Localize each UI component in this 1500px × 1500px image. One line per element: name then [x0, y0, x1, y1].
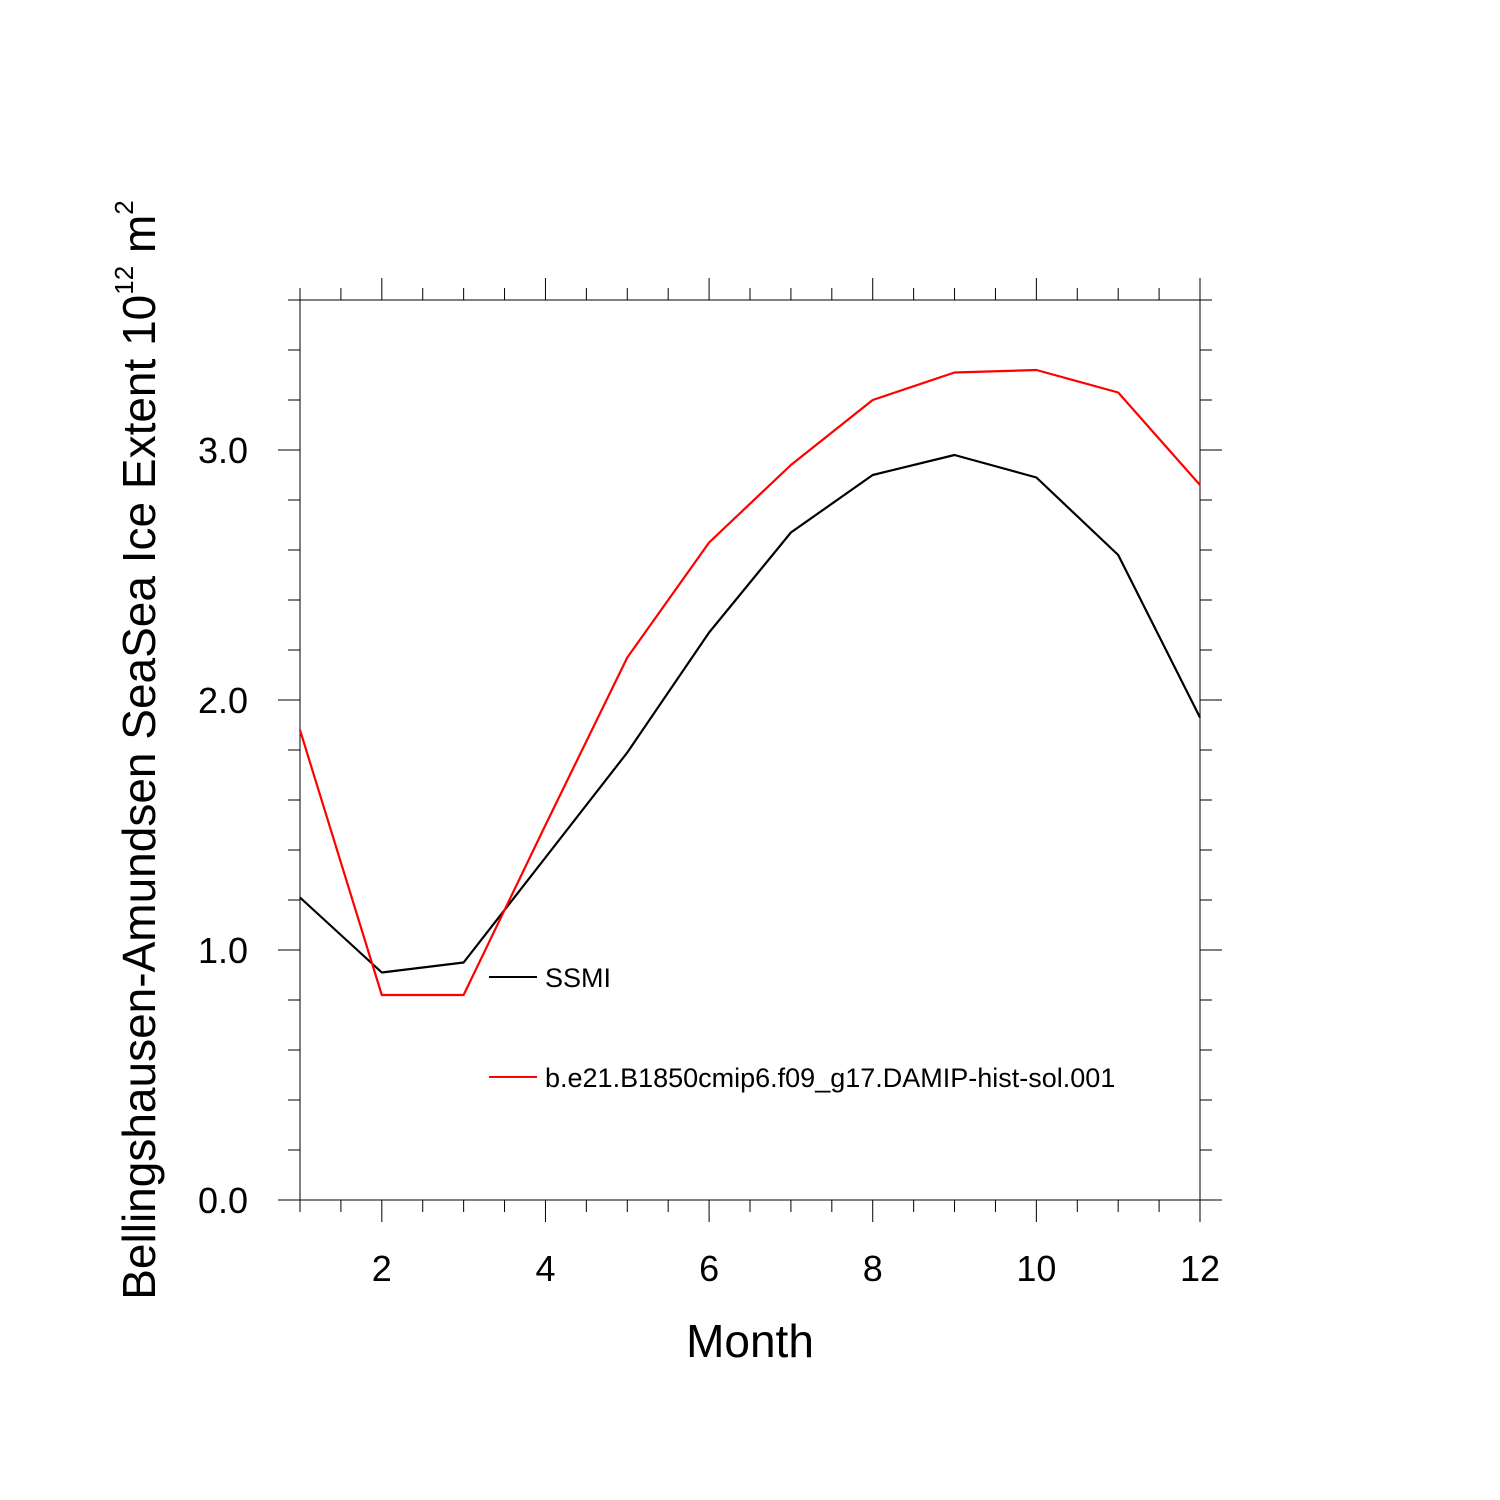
x-tick-label: 10: [1016, 1248, 1056, 1289]
x-tick-label: 2: [372, 1248, 392, 1289]
legend-item-ssmi: SSMI: [489, 963, 611, 993]
minor-ticks: [288, 288, 1212, 1212]
x-tick-label: 6: [699, 1248, 719, 1289]
y-axis-title: Bellingshausen-Amundsen SeaSea Ice Exten…: [109, 200, 165, 1300]
y-axis-title-main: Bellingshausen-Amundsen SeaSea Ice Exten…: [113, 295, 165, 1300]
y-tick-label: 0.0: [198, 1180, 248, 1221]
x-tick-label: 4: [535, 1248, 555, 1289]
legend-label-model: b.e21.B1850cmip6.f09_g17.DAMIP-hist-sol.…: [545, 1063, 1115, 1093]
major-ticks: [278, 278, 1222, 1222]
x-axis-title: Month: [686, 1315, 814, 1367]
plot-frame: [299, 299, 1201, 1201]
legend: SSMI b.e21.B1850cmip6.f09_g17.DAMIP-hist…: [489, 963, 1115, 1093]
series-lines: [298, 368, 1201, 997]
y-tick-label: 2.0: [198, 680, 248, 721]
legend-label-ssmi: SSMI: [545, 963, 611, 993]
series-line-ssmi: [299, 453, 1201, 974]
y-tick-label: 1.0: [198, 930, 248, 971]
series-line-model: [298, 368, 1201, 997]
y-axis-title-exponent: 12: [109, 266, 139, 295]
y-axis-title-unit: m: [113, 215, 165, 266]
x-tick-label: 12: [1180, 1248, 1220, 1289]
tick-labels: 2 4 6 8 10 12 0.0 1.0 2.0 3.0: [198, 430, 1220, 1289]
y-axis-title-unit-exponent: 2: [109, 200, 139, 214]
x-tick-label: 8: [863, 1248, 883, 1289]
legend-item-model: b.e21.B1850cmip6.f09_g17.DAMIP-hist-sol.…: [489, 1063, 1115, 1093]
y-tick-label: 3.0: [198, 430, 248, 471]
